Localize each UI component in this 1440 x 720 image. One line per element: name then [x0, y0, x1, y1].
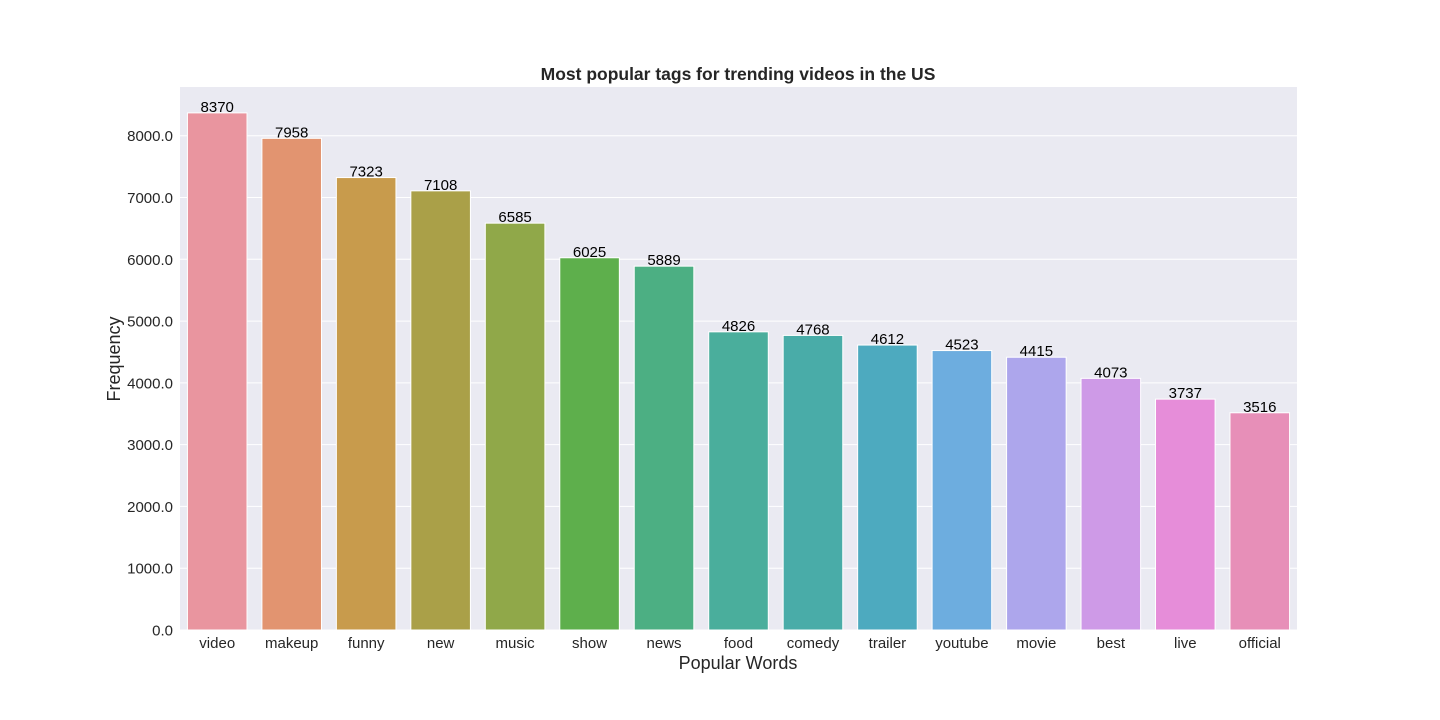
- data-label: 5889: [647, 252, 680, 269]
- x-tick-label: makeup: [265, 635, 318, 652]
- data-label: 4768: [796, 321, 829, 338]
- data-labels: 8370 7958 7323 7108 6585 6025 5889 4826 4768 4612…: [201, 99, 1277, 416]
- data-label: 4826: [722, 318, 755, 335]
- data-label: 7323: [349, 164, 382, 181]
- x-tick-label: official: [1239, 635, 1281, 652]
- y-tick-label: 5000.0: [127, 314, 173, 331]
- data-label: 3516: [1243, 399, 1276, 416]
- x-tick-label: movie: [1016, 635, 1056, 652]
- bar-best: [1080, 377, 1142, 631]
- bar-show: [559, 257, 620, 631]
- x-axis-ticks: video makeup funny new music show news food come…: [199, 635, 1281, 652]
- y-tick-label: 1000.0: [127, 561, 173, 578]
- bar-music: [484, 222, 546, 631]
- y-tick-label: 7000.0: [127, 190, 173, 207]
- data-label: 8370: [201, 99, 234, 116]
- x-tick-label: live: [1174, 635, 1197, 652]
- y-tick-label: 6000.0: [127, 252, 173, 269]
- bar-food: [708, 331, 769, 631]
- y-tick-label: 4000.0: [127, 375, 173, 392]
- x-tick-label: trailer: [869, 635, 907, 652]
- data-label: 7958: [275, 124, 308, 141]
- x-tick-label: music: [496, 635, 536, 652]
- data-label: 4415: [1020, 343, 1053, 360]
- data-label: 6585: [498, 209, 531, 226]
- x-tick-label: best: [1097, 635, 1126, 652]
- bars: [186, 112, 1291, 631]
- x-axis-label: Popular Words: [679, 653, 798, 673]
- data-label: 7108: [424, 177, 457, 194]
- x-tick-label: news: [647, 635, 682, 652]
- bar-youtube: [931, 350, 993, 631]
- y-axis-label: Frequency: [104, 316, 124, 401]
- y-tick-label: 2000.0: [127, 499, 173, 516]
- data-label: 3737: [1169, 385, 1202, 402]
- bar-live: [1155, 398, 1216, 631]
- bar-funny: [335, 177, 397, 631]
- x-tick-label: comedy: [787, 635, 840, 652]
- chart-title: Most popular tags for trending videos in…: [541, 64, 936, 84]
- data-label: 4523: [945, 337, 978, 354]
- data-label: 4612: [871, 331, 904, 348]
- bar-makeup: [261, 137, 322, 631]
- y-tick-label: 3000.0: [127, 437, 173, 454]
- x-tick-label: video: [199, 635, 235, 652]
- bar-news: [633, 265, 695, 631]
- bar-movie: [1006, 356, 1067, 631]
- bar-video: [186, 112, 248, 631]
- x-tick-label: food: [724, 635, 753, 652]
- x-tick-label: new: [427, 635, 455, 652]
- x-tick-label: funny: [348, 635, 385, 652]
- x-tick-label: youtube: [935, 635, 988, 652]
- y-axis-ticks: 0.0 1000.0 2000.0 3000.0 4000.0 5000.0 6000.0 7…: [127, 128, 173, 639]
- y-tick-label: 0.0: [152, 623, 173, 640]
- bar-trailer: [857, 344, 918, 631]
- bar-official: [1229, 412, 1291, 631]
- x-tick-label: show: [572, 635, 607, 652]
- data-label: 6025: [573, 244, 606, 261]
- bar-new: [410, 190, 471, 631]
- data-label: 4073: [1094, 364, 1127, 381]
- y-tick-label: 8000.0: [127, 128, 173, 145]
- bar-comedy: [782, 334, 844, 631]
